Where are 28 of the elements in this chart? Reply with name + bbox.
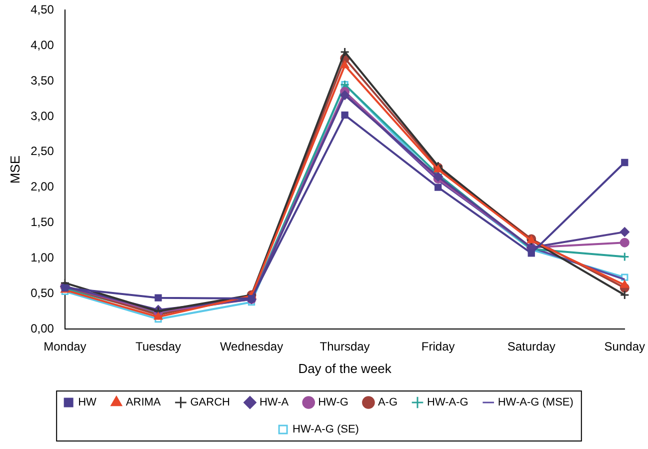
legend-label: HW	[78, 396, 98, 409]
x-tick-label: Friday	[421, 340, 455, 354]
x-tick-label: Sunday	[604, 340, 645, 354]
legend-label: HW-A	[259, 396, 290, 409]
x-tick-label: Tuesday	[135, 340, 182, 354]
x-tick-label: Monday	[44, 340, 86, 354]
y-tick-label: 2,00	[30, 180, 54, 194]
legend-label: HW-A-G (SE)	[292, 424, 359, 436]
legend-label: HW-A-G	[427, 396, 468, 409]
y-tick-label: 2,50	[30, 144, 54, 158]
y-tick-label: 4,00	[30, 38, 54, 52]
y-tick-label: 3,00	[30, 108, 54, 123]
y-tick-label: 4,50	[30, 2, 54, 17]
x-tick-label: Thursday	[320, 340, 370, 354]
legend-label: ARIMA	[126, 396, 162, 409]
legend-label: GARCH	[190, 396, 230, 409]
y-tick-label: 0,50	[30, 286, 54, 300]
legend-label: A-G	[378, 396, 398, 409]
y-tick-label: 3,50	[30, 73, 54, 88]
y-axis-title: MSE	[7, 155, 22, 184]
x-tick-label: Wednesday	[220, 340, 284, 354]
x-tick-label: Saturday	[507, 340, 556, 354]
x-axis-title: Day of the week	[298, 360, 392, 376]
y-tick-label: 1,00	[30, 250, 54, 264]
y-tick-label: 1,50	[30, 215, 54, 230]
legend-label: HW-G	[318, 396, 348, 409]
y-tick-label: 0,00	[30, 321, 54, 336]
legend-label: HW-A-G (MSE)	[498, 396, 574, 409]
